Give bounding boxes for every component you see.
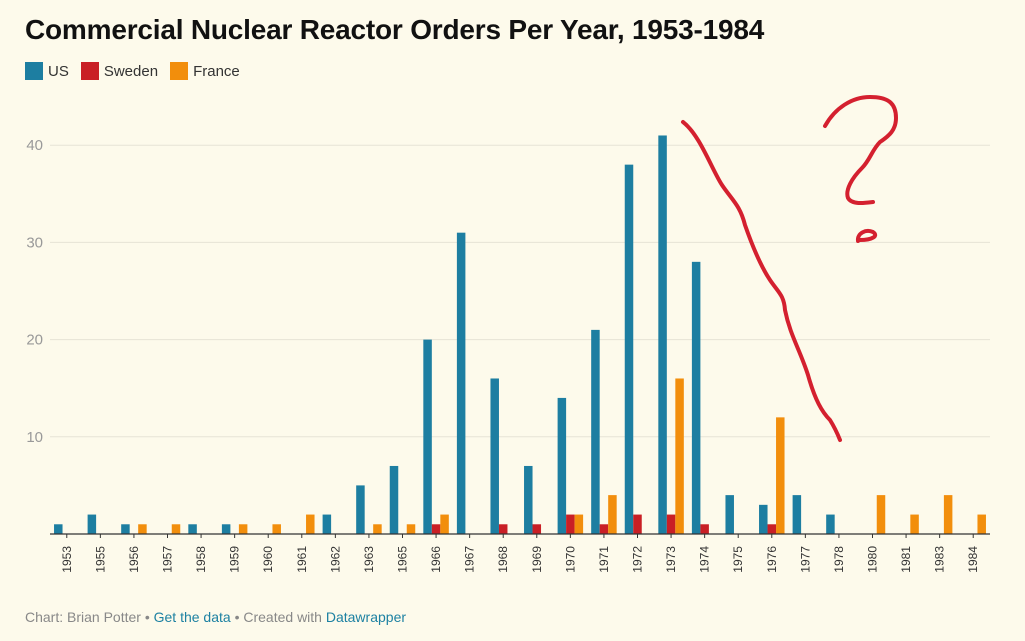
legend-item-us: US	[25, 62, 69, 80]
bar-sweden-1972	[633, 514, 642, 534]
bar-france-1963	[373, 524, 382, 534]
x-tick-label-1959: 1959	[228, 546, 242, 573]
chart-title: Commercial Nuclear Reactor Orders Per Ye…	[25, 14, 765, 45]
bar-france-1959	[238, 524, 248, 534]
x-tick-label-1965: 1965	[396, 546, 410, 573]
x-tick-label-1978: 1978	[832, 546, 846, 573]
x-tick-label-1955: 1955	[93, 546, 107, 573]
legend-swatch-france	[170, 62, 189, 80]
annotation-decline-stroke	[681, 120, 842, 442]
bar-us-1970	[557, 397, 567, 534]
legend-item-sweden: Sweden	[80, 62, 159, 80]
bar-us-1966	[423, 339, 432, 534]
bar-us-1965	[389, 465, 399, 534]
bar-us-1974	[691, 261, 701, 534]
x-tick-label-1969: 1969	[530, 546, 544, 573]
bar-france-1973	[675, 378, 684, 534]
bar-us-1977	[792, 495, 802, 534]
x-tick-label-1976: 1976	[765, 546, 779, 573]
legend-label-us: US	[48, 62, 69, 80]
bar-us-1955	[87, 514, 97, 534]
footer-credit: Chart: Brian Potter	[25, 609, 141, 625]
bar-france-1981	[910, 514, 919, 534]
bar-sweden-1969	[532, 524, 542, 534]
bar-sweden-1973	[666, 514, 676, 534]
x-tick-label-1963: 1963	[362, 546, 376, 573]
bar-sweden-1966	[431, 524, 441, 534]
bar-france-1980	[876, 495, 886, 534]
bar-france-1965	[406, 524, 416, 534]
bar-france-1984	[977, 514, 986, 534]
datawrapper-link[interactable]: Datawrapper	[325, 609, 407, 625]
bar-us-1959	[221, 524, 231, 534]
x-tick-label-1962: 1962	[328, 546, 342, 573]
x-tick-label-1968: 1968	[496, 546, 510, 573]
x-tick-label-1975: 1975	[731, 546, 745, 573]
legend-swatch-sweden	[80, 62, 99, 80]
x-tick-label-1977: 1977	[798, 546, 812, 573]
x-tick-label-1967: 1967	[463, 546, 477, 573]
x-tick-label-1981: 1981	[899, 546, 913, 573]
legend-label-france: France	[193, 62, 240, 80]
bar-france-1971	[608, 495, 617, 534]
x-tick-label-1974: 1974	[698, 546, 712, 573]
bar-sweden-1974	[700, 524, 709, 534]
x-tick-label-1971: 1971	[597, 546, 611, 573]
bar-us-1962	[322, 514, 332, 534]
bar-france-1961	[306, 514, 315, 534]
bar-us-1975	[725, 495, 734, 534]
x-tick-label-1972: 1972	[631, 546, 645, 573]
legend: US Sweden France	[25, 62, 252, 80]
bar-france-1970	[574, 514, 584, 534]
bar-france-1966	[440, 514, 449, 534]
y-tick-label-40: 40	[26, 137, 43, 154]
x-tick-label-1953: 1953	[60, 546, 74, 573]
annotation-question-mark-dot	[855, 229, 878, 243]
bar-us-1956	[121, 524, 130, 534]
y-tick-label-30: 30	[26, 234, 43, 251]
bar-us-1969	[524, 465, 533, 534]
bar-france-1956	[138, 524, 147, 534]
bar-us-1958	[188, 524, 197, 534]
get-the-data-link[interactable]: Get the data	[153, 609, 231, 625]
bar-sweden-1971	[599, 524, 609, 534]
bar-sweden-1968	[498, 524, 508, 534]
bar-sweden-1976	[767, 524, 777, 534]
x-tick-label-1961: 1961	[295, 546, 309, 573]
bar-france-1957	[171, 524, 181, 534]
bar-france-1976	[776, 417, 785, 534]
bar-us-1967	[456, 232, 466, 534]
bar-us-1973	[658, 135, 667, 535]
legend-label-sweden: Sweden	[103, 62, 159, 80]
x-tick-label-1956: 1956	[127, 546, 141, 573]
bar-us-1976	[759, 504, 768, 534]
legend-swatch-us	[25, 62, 43, 80]
x-tick-label-1957: 1957	[161, 546, 175, 573]
x-tick-label-1970: 1970	[563, 546, 577, 573]
bar-france-1960	[272, 524, 281, 534]
annotation-question-mark-curve	[823, 95, 898, 206]
footer-separator: •	[140, 609, 154, 625]
bar-us-1971	[591, 329, 600, 534]
bar-us-1963	[356, 485, 365, 534]
y-tick-label-10: 10	[26, 429, 43, 446]
x-tick-label-1960: 1960	[261, 546, 275, 573]
bar-sweden-1970	[566, 514, 575, 534]
legend-item-france: France	[170, 62, 240, 80]
bar-us-1968	[490, 378, 499, 534]
x-tick-label-1973: 1973	[664, 546, 678, 573]
footer-created-with: • Created with	[230, 609, 326, 625]
x-tick-label-1980: 1980	[866, 546, 880, 573]
footer: Chart: Brian Potter • Get the data • Cre…	[25, 609, 406, 625]
x-tick-label-1966: 1966	[429, 546, 443, 573]
y-tick-label-20: 20	[26, 332, 43, 349]
bar-france-1983	[943, 495, 953, 534]
x-tick-label-1958: 1958	[194, 546, 208, 573]
x-tick-label-1983: 1983	[933, 546, 947, 573]
bar-us-1978	[826, 514, 835, 534]
bar-us-1972	[624, 164, 634, 534]
x-tick-label-1984: 1984	[966, 546, 980, 573]
bar-us-1953	[54, 524, 63, 534]
